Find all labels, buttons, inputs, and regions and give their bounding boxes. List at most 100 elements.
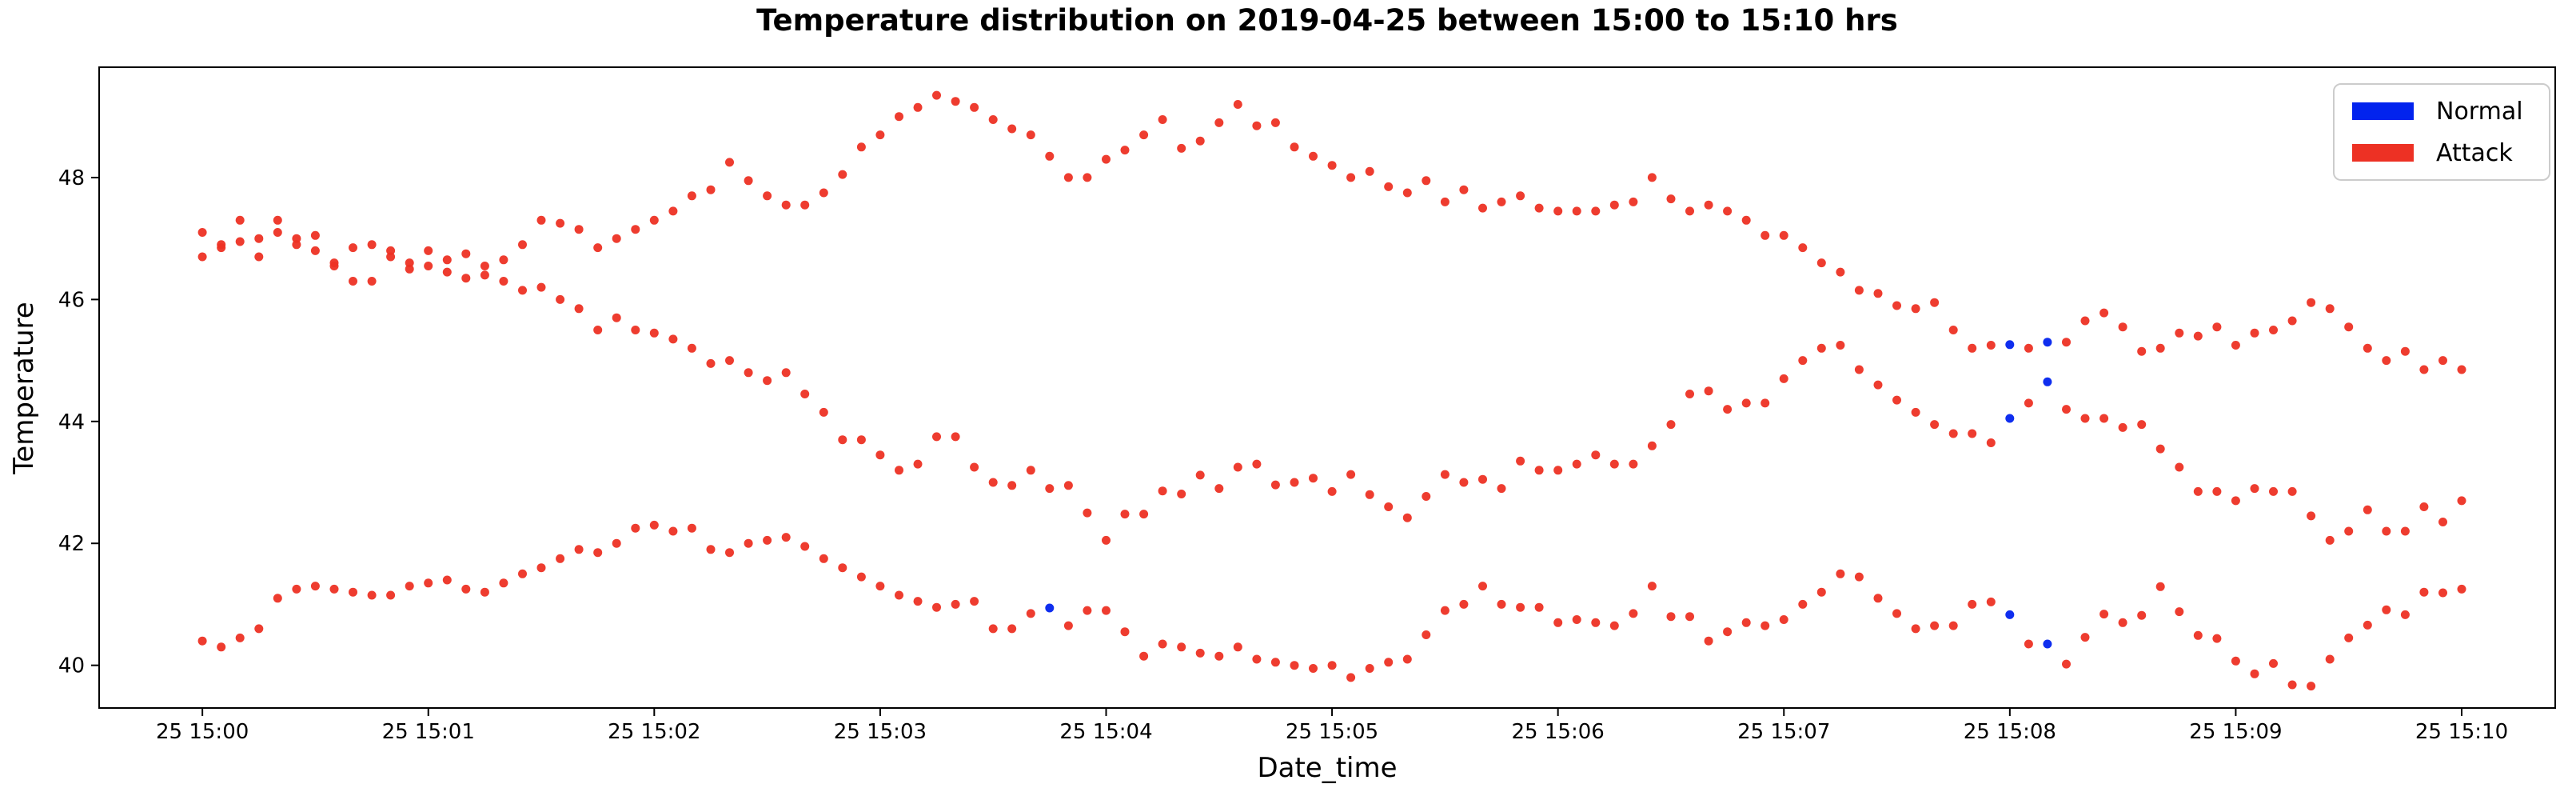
x-tick-label: 25 15:09 [2189,720,2282,744]
attack-data-point [292,234,301,243]
attack-data-point [310,230,320,240]
attack-data-point [235,237,245,246]
x-axis-label: Date_time [1257,752,1398,784]
attack-data-point [518,286,527,295]
attack-data-point [310,246,320,255]
attack-data-point [1497,599,1506,609]
attack-data-point [1685,390,1694,398]
attack-data-point [367,590,377,600]
attack-data-point [1704,386,1713,396]
attack-data-point [1365,490,1374,499]
attack-data-point [612,234,621,243]
attack-data-point [367,240,377,250]
attack-data-point [1647,173,1657,182]
attack-data-point [1478,474,1487,484]
attack-data-point [1816,258,1826,268]
attack-data-point [1083,606,1092,615]
attack-data-point [2287,316,2297,326]
attack-data-point [386,590,396,600]
attack-data-point [875,582,885,591]
attack-data-point [744,176,753,186]
attack-data-point [197,252,207,262]
attack-data-point [2438,518,2447,526]
attack-data-point [1233,642,1242,652]
attack-data-point [1252,459,1262,469]
attack-data-point [2344,633,2354,642]
attack-data-point [1836,341,1845,350]
x-tick-label: 25 15:08 [1964,720,2056,744]
attack-data-point [2062,659,2071,669]
legend-label-attack: Attack [2436,138,2513,167]
attack-data-point [1384,182,1394,191]
attack-data-point [2363,505,2372,514]
attack-data-point [1102,154,1111,164]
attack-data-point [2250,669,2259,678]
attack-data-point [744,368,753,378]
attack-data-point [405,264,414,274]
attack-data-point [2080,414,2090,423]
attack-data-point [574,304,584,314]
attack-data-point [1892,301,1901,310]
attack-data-point [310,582,320,591]
attack-data-point [1440,470,1449,479]
attack-data-point [1516,602,1525,612]
x-tick-label: 25 15:03 [834,720,927,744]
attack-data-point [1346,470,1356,479]
attack-data-point [1045,484,1055,494]
attack-data-point [1741,398,1751,408]
attack-data-point [856,572,866,582]
attack-data-point [763,376,772,386]
attack-data-point [1779,615,1788,624]
attack-data-point [1365,664,1374,673]
attack-data-point [292,584,301,594]
attack-data-point [556,218,565,228]
attack-data-point [1195,470,1205,480]
x-tick-label: 25 15:00 [156,720,249,744]
x-tick-label: 25 15:01 [382,720,475,744]
attack-data-point [2155,444,2165,454]
attack-data-point [386,246,396,255]
attack-data-point [1685,612,1694,622]
chart-title: Temperature distribution on 2019-04-25 b… [756,3,1898,38]
attack-data-point [1270,118,1280,127]
attack-data-point [2325,304,2335,314]
attack-data-point [1214,484,1224,494]
attack-data-point [2193,630,2203,640]
x-tick-label: 25 15:07 [1737,720,1830,744]
attack-data-point [631,523,640,533]
normal-data-point [2005,610,2015,619]
attack-data-point [649,520,659,530]
attack-data-point [2193,486,2203,496]
attack-data-point [2457,496,2466,506]
attack-data-point [706,358,716,368]
attack-data-point [574,545,584,554]
attack-data-point [1384,502,1394,511]
attack-data-point [2024,343,2033,353]
attack-data-point [875,130,885,140]
attack-data-point [1948,621,1958,630]
attack-data-point [593,326,603,334]
attack-data-point [405,258,414,268]
attack-data-point [2062,338,2071,347]
attack-data-point [2269,658,2278,668]
attack-data-point [1629,609,1638,618]
attack-data-point [2175,607,2184,617]
attack-data-point [1723,206,1733,216]
attack-data-point [424,262,433,270]
legend-item-normal: Normal [2344,96,2539,126]
attack-data-point [1666,612,1676,622]
attack-data-point [631,326,640,334]
attack-data-point [1761,398,1770,408]
attack-data-point [2137,420,2147,430]
attack-data-point [2250,484,2259,494]
attack-data-point [951,599,960,609]
attack-data-point [235,215,245,225]
attack-data-point [2118,322,2127,332]
attack-data-point [480,587,489,597]
attack-data-point [254,624,264,634]
attack-data-point [499,578,508,588]
attack-data-point [424,246,433,255]
attack-data-point [2307,298,2316,307]
attack-data-point [1459,599,1469,609]
normal-data-point [2005,414,2015,423]
